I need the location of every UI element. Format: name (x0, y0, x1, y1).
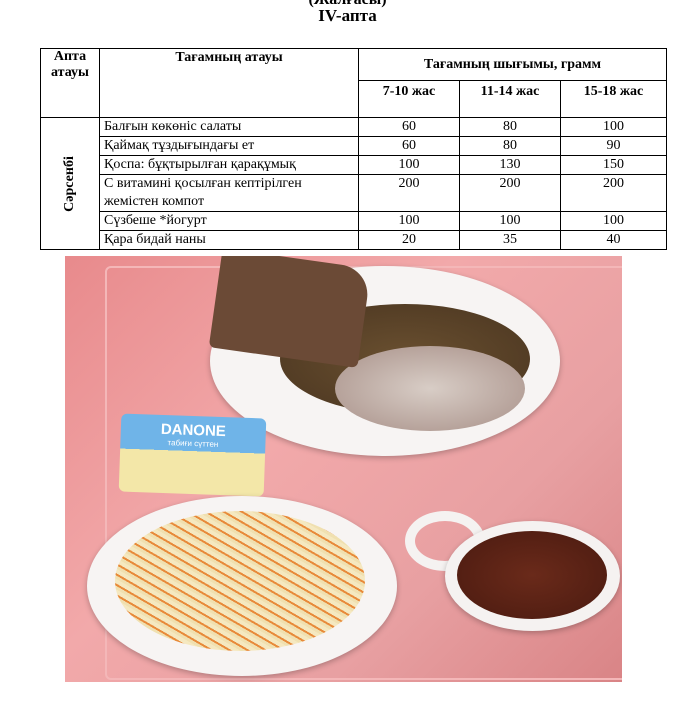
dish-name: С витамині қосылған кептірілген жемістен… (99, 174, 359, 212)
value: 200 (358, 174, 460, 212)
page-title: IV-апта (318, 6, 377, 25)
value: 200 (459, 174, 561, 212)
value: 35 (459, 230, 561, 250)
value: 150 (560, 155, 667, 175)
value: 130 (459, 155, 561, 175)
value: 100 (560, 117, 667, 137)
compote (457, 531, 607, 619)
value: 100 (358, 155, 460, 175)
age-header: 15-18 жас (560, 80, 667, 118)
dish-name: Қаймақ тұздығындағы ет (99, 136, 359, 156)
value: 40 (560, 230, 667, 250)
dish-name: Қара бидай наны (99, 230, 359, 250)
value: 80 (459, 136, 561, 156)
col-yield-header: Тағамның шығымы, грамм (358, 48, 667, 81)
meal-photo: DANONE табиғи сүттен (65, 256, 622, 682)
age-header: 11-14 жас (459, 80, 561, 118)
value: 200 (560, 174, 667, 212)
col-week-header: Апта атауы (40, 48, 100, 118)
value: 100 (560, 211, 667, 231)
continued-caption: (Жалғасы) (0, 0, 695, 9)
value: 80 (459, 117, 561, 137)
cabbage-carrot-salad (115, 511, 365, 651)
value: 90 (560, 136, 667, 156)
dish-name: Сүзбеше *йогурт (99, 211, 359, 231)
value: 60 (358, 136, 460, 156)
col-name-header: Тағамның атауы (99, 48, 359, 118)
dish-name: Қоспа: бұқтырылған қарақұмық (99, 155, 359, 175)
menu-table: Апта атауы Тағамның атауы Тағамның шығым… (40, 48, 667, 250)
yogurt-cup: DANONE табиғи сүттен (118, 413, 267, 497)
value: 100 (459, 211, 561, 231)
age-header: 7-10 жас (358, 80, 460, 118)
value: 100 (358, 211, 460, 231)
value: 20 (358, 230, 460, 250)
dish-name: Балғын көкөніс салаты (99, 117, 359, 137)
day-cell: Сәрсенбі (40, 117, 100, 250)
meat-sauce (335, 346, 525, 431)
day-label: Сәрсенбі (61, 155, 77, 212)
value: 60 (358, 117, 460, 137)
